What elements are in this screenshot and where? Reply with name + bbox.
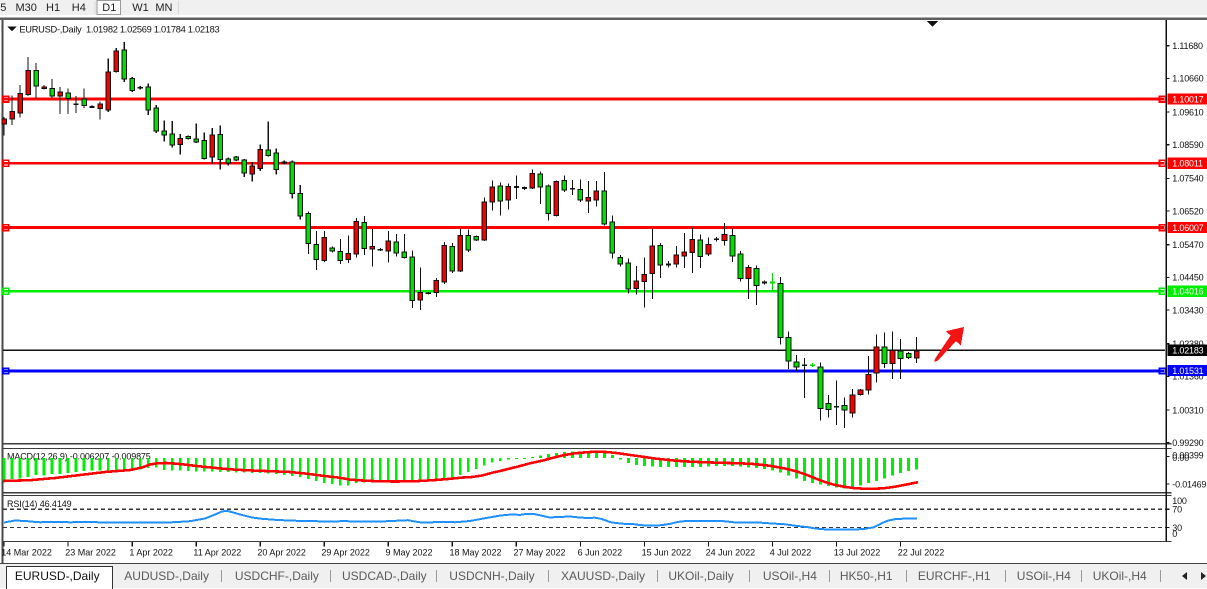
svg-text:6 Jun 2022: 6 Jun 2022 [578, 548, 623, 558]
svg-text:14 Mar 2022: 14 Mar 2022 [1, 548, 52, 558]
svg-text:70: 70 [1172, 505, 1182, 515]
svg-text:1.00310: 1.00310 [1172, 405, 1203, 415]
svg-text:1 Apr 2022: 1 Apr 2022 [129, 548, 173, 558]
svg-text:M30: M30 [16, 2, 37, 14]
svg-text:1.02183: 1.02183 [1172, 346, 1203, 356]
svg-text:-0.01469: -0.01469 [1172, 479, 1206, 489]
svg-text:1.11680: 1.11680 [1172, 41, 1203, 51]
svg-text:0: 0 [1172, 529, 1177, 539]
svg-text:4 Jul 2022: 4 Jul 2022 [770, 548, 812, 558]
svg-text:1.09610: 1.09610 [1172, 107, 1203, 117]
svg-text:RSI(14) 46.4149: RSI(14) 46.4149 [7, 499, 72, 509]
svg-text:15 Jun 2022: 15 Jun 2022 [642, 548, 692, 558]
svg-text:H1: H1 [46, 2, 60, 14]
svg-text:0.00: 0.00 [1172, 453, 1189, 463]
svg-text:D1: D1 [102, 2, 116, 14]
svg-text:1.08590: 1.08590 [1172, 140, 1203, 150]
svg-text:1.05470: 1.05470 [1172, 240, 1203, 250]
svg-text:1.04450: 1.04450 [1172, 273, 1203, 283]
svg-text:1.07540: 1.07540 [1172, 174, 1203, 184]
svg-text:23 Mar 2022: 23 Mar 2022 [65, 548, 116, 558]
svg-text:18 May 2022: 18 May 2022 [450, 548, 502, 558]
svg-text:20 Apr 2022: 20 Apr 2022 [257, 548, 306, 558]
svg-text:13 Jul 2022: 13 Jul 2022 [834, 548, 881, 558]
svg-text:1.06520: 1.06520 [1172, 206, 1203, 216]
svg-text:W1: W1 [132, 2, 149, 14]
svg-text:1.06007: 1.06007 [1172, 223, 1203, 233]
svg-text:1.01531: 1.01531 [1172, 366, 1203, 376]
svg-text:1.08011: 1.08011 [1172, 159, 1203, 169]
svg-text:22 Jul 2022: 22 Jul 2022 [898, 548, 945, 558]
svg-text:5: 5 [0, 2, 6, 14]
svg-text:0.99290: 0.99290 [1172, 438, 1203, 448]
svg-text:29 Apr 2022: 29 Apr 2022 [321, 548, 370, 558]
svg-text:1.03430: 1.03430 [1172, 305, 1203, 315]
svg-text:1.04016: 1.04016 [1172, 287, 1203, 297]
svg-text:24 Jun 2022: 24 Jun 2022 [706, 548, 756, 558]
svg-text:H4: H4 [72, 2, 86, 14]
svg-text:9 May 2022: 9 May 2022 [386, 548, 433, 558]
svg-text:1.10660: 1.10660 [1172, 74, 1203, 84]
svg-text:27 May 2022: 27 May 2022 [514, 548, 566, 558]
svg-text:1.10017: 1.10017 [1172, 94, 1203, 104]
svg-text:11 Apr 2022: 11 Apr 2022 [193, 548, 241, 558]
svg-text:MN: MN [155, 2, 172, 14]
svg-text:EURUSD-,Daily 1.01982 1.02569: EURUSD-,Daily 1.01982 1.02569 1.01784 1.… [19, 24, 219, 34]
